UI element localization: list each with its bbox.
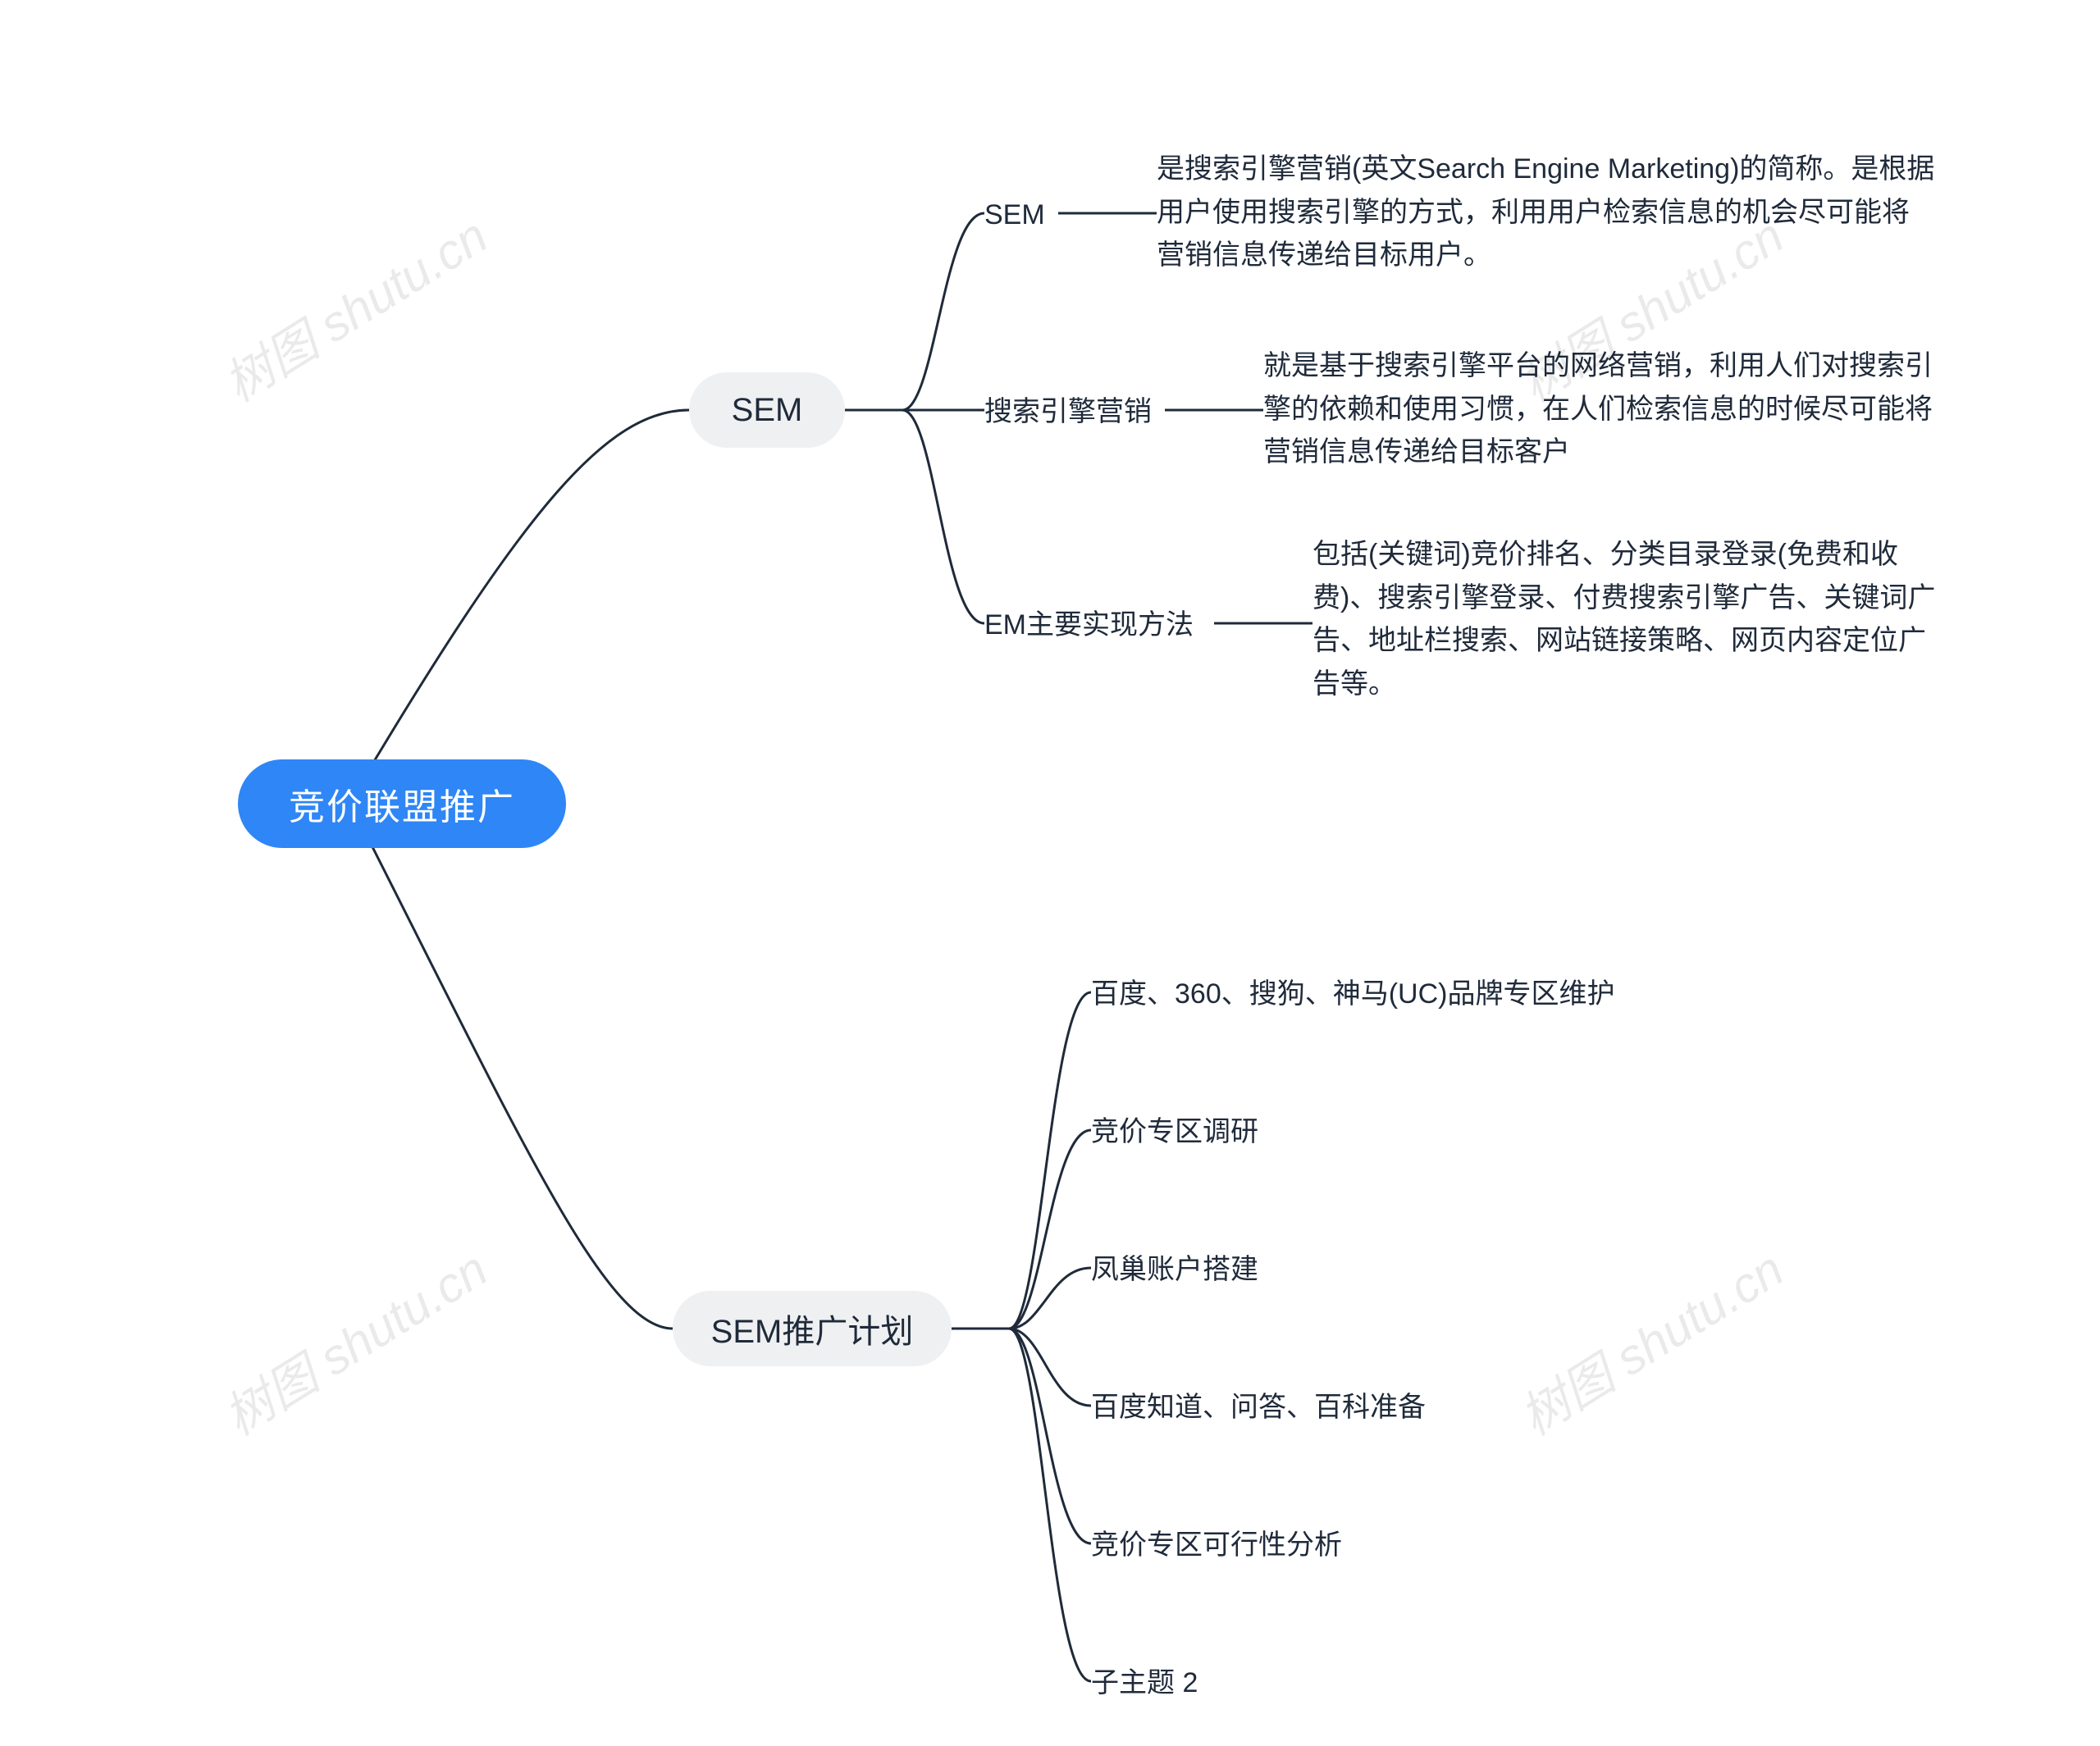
leaf-plan-4: 百度知道、问答、百科准备 <box>1091 1386 1426 1429</box>
watermark: 树图 shutu.cn <box>208 1231 499 1449</box>
leaf-plan-6: 子主题 2 <box>1091 1662 1198 1705</box>
leaf-plan-1: 百度、360、搜狗、神马(UC)品牌专区维护 <box>1091 973 1614 1016</box>
leaf-sem-sub3-label: EM主要实现方法 <box>984 604 1194 647</box>
branch-sem-label: SEM <box>732 392 803 429</box>
leaf-sem-sub1-desc: 是搜索引擎营销(英文Search Engine Marketing)的简称。是根… <box>1157 148 1936 277</box>
leaf-plan-2: 竞价专区调研 <box>1091 1110 1258 1154</box>
leaf-sem-sub2-label: 搜索引擎营销 <box>984 390 1152 434</box>
leaf-sem-sub1-label: SEM <box>984 194 1045 237</box>
watermark: 树图 shutu.cn <box>1504 1231 1795 1449</box>
leaf-plan-5: 竞价专区可行性分析 <box>1091 1524 1342 1567</box>
branch-sem-plan[interactable]: SEM推广计划 <box>673 1291 952 1366</box>
watermark: 树图 shutu.cn <box>208 198 499 416</box>
root-label: 竞价联盟推广 <box>289 777 515 830</box>
branch-sem-plan-label: SEM推广计划 <box>711 1305 914 1352</box>
branch-sem[interactable]: SEM <box>689 372 845 448</box>
leaf-plan-3: 凤巢账户搭建 <box>1091 1248 1258 1292</box>
leaf-sem-sub2-desc: 就是基于搜索引擎平台的网络营销，利用人们对搜索引擎的依赖和使用习惯，在人们检索信… <box>1263 344 1936 474</box>
leaf-sem-sub3-desc: 包括(关键词)竞价排名、分类目录登录(免费和收费)、搜索引擎登录、付费搜索引擎广… <box>1312 533 1936 706</box>
root-node[interactable]: 竞价联盟推广 <box>238 759 566 848</box>
